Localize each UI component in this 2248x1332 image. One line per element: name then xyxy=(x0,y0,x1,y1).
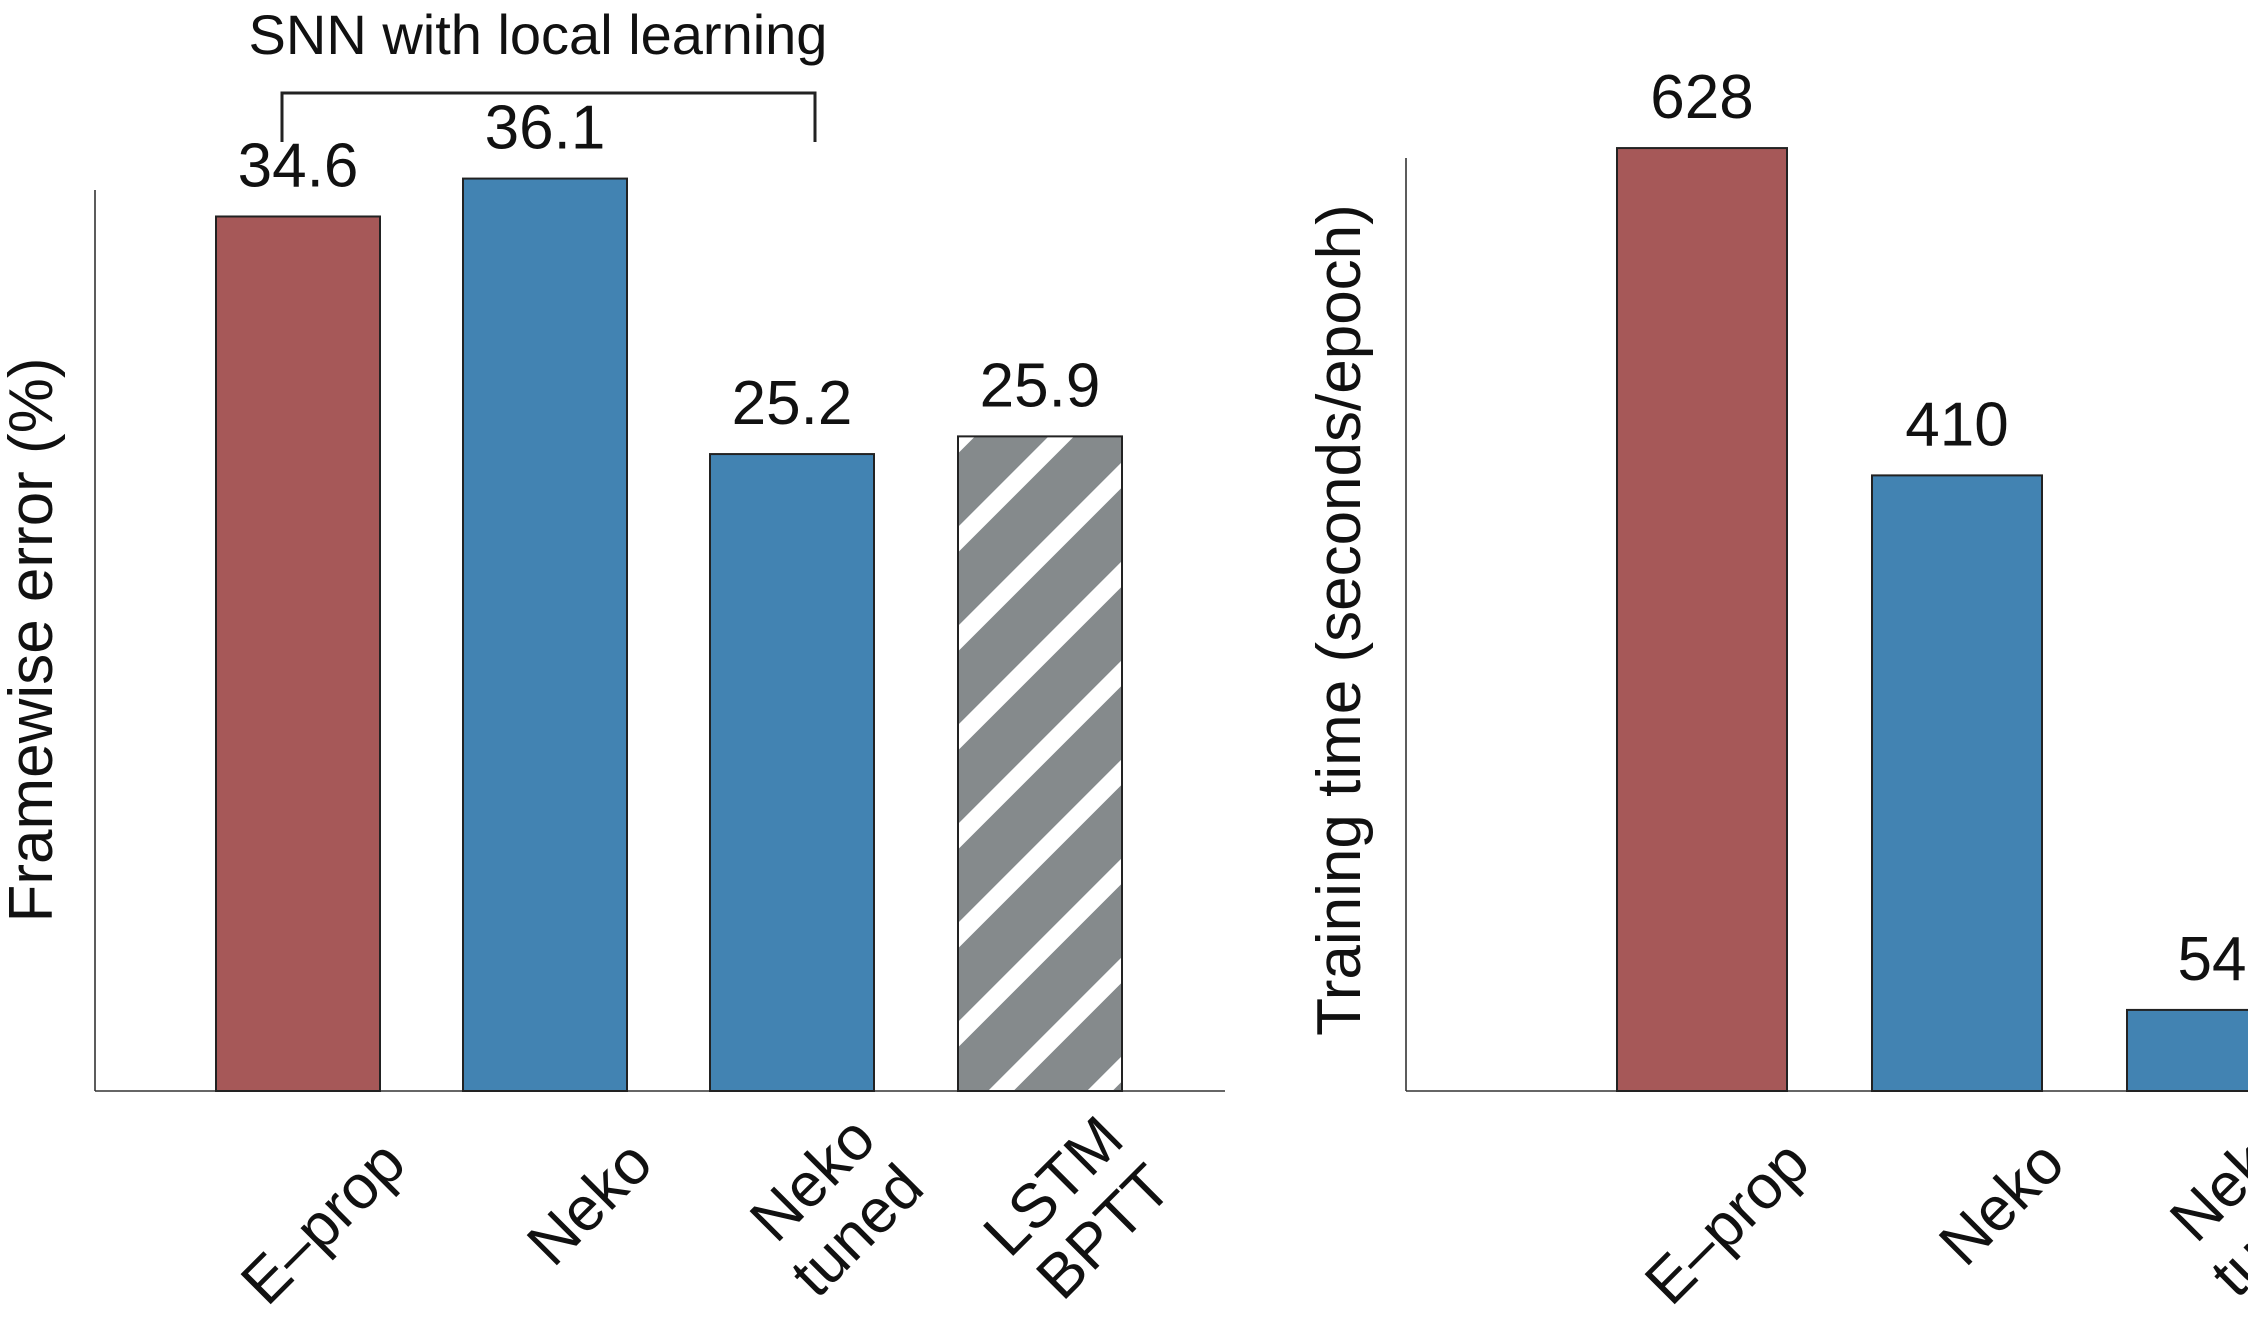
snn-bracket-line xyxy=(280,91,817,142)
error-tick-label-0: E–prop xyxy=(228,1128,418,1318)
time-tick-label-1: Neko xyxy=(1926,1128,2077,1279)
time-value-label-2: 54 xyxy=(2178,925,2247,994)
error-value-label-0: 34.6 xyxy=(238,131,359,200)
time-value-label-0: 628 xyxy=(1650,63,1753,132)
error-tick-label-1: Neko xyxy=(514,1128,665,1279)
error-bar-3 xyxy=(957,435,1123,1092)
snn-bracket: SNN with local learning xyxy=(249,3,828,142)
time-tick-labels: E–prop Neko Nekotuned xyxy=(1632,1104,2248,1318)
error-bar-1 xyxy=(462,177,628,1092)
error-bars xyxy=(215,177,1123,1093)
time-tick-label-2: Nekotuned xyxy=(2150,1104,2248,1311)
time-bar-0 xyxy=(1616,147,1788,1092)
time-chart: 628 410 54 E–prop Neko Nekotuned Training ti… xyxy=(1305,63,2248,1318)
time-bar-2 xyxy=(2126,1008,2248,1092)
error-value-label-2: 25.2 xyxy=(732,369,853,438)
time-tick-label-0: E–prop xyxy=(1632,1128,1822,1318)
time-bar-1 xyxy=(1871,474,2043,1092)
time-value-labels: 628 410 54 xyxy=(1650,63,2246,994)
snn-bracket-title: SNN with local learning xyxy=(249,3,828,66)
error-bar-2 xyxy=(709,453,875,1092)
time-y-axis-title: Training time (seconds/epoch) xyxy=(1305,204,1374,1036)
error-bar-0 xyxy=(215,215,381,1093)
error-tick-labels: E–prop Neko Nekotuned LSTMBPTT xyxy=(228,1104,1184,1318)
error-value-label-1: 36.1 xyxy=(485,94,606,163)
time-value-label-1: 410 xyxy=(1905,390,2008,459)
error-y-axis-title: Framewise error (%) xyxy=(0,358,66,923)
error-chart: 34.6 36.1 25.2 25.9 E–prop Neko Nekotuned LSTM… xyxy=(0,3,1225,1318)
error-tick-label-2: Nekotuned xyxy=(730,1104,937,1311)
error-tick-label-3: LSTMBPTT xyxy=(971,1104,1185,1318)
time-bars xyxy=(1616,147,2248,1092)
error-value-label-3: 25.9 xyxy=(980,351,1101,420)
error-value-labels: 34.6 36.1 25.2 25.9 xyxy=(238,94,1101,438)
